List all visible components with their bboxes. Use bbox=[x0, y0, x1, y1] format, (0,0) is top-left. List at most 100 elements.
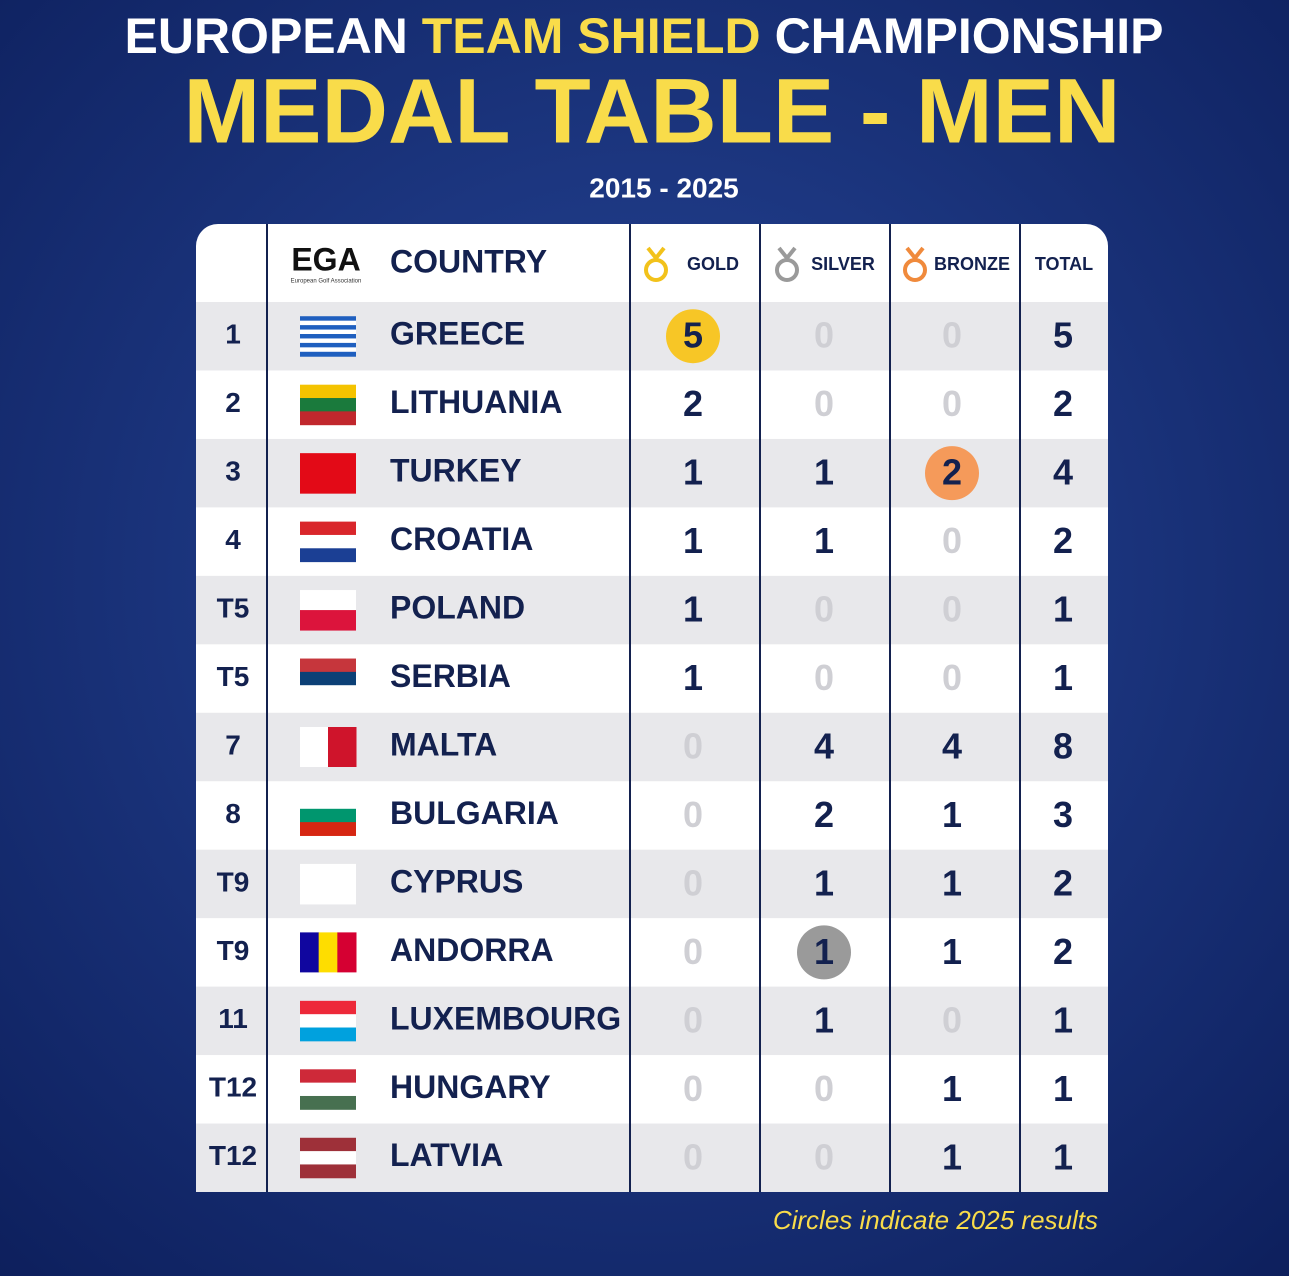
total-count: 5 bbox=[1053, 315, 1073, 356]
flag-stripe bbox=[300, 658, 356, 673]
country: HUNGARY bbox=[390, 1069, 551, 1105]
flag-stripe bbox=[300, 1151, 356, 1165]
flag-stripe bbox=[300, 1000, 356, 1015]
rank: 8 bbox=[225, 798, 241, 829]
years: 2015 - 2025 bbox=[589, 172, 738, 203]
rank: T9 bbox=[217, 935, 250, 966]
silver-count: 0 bbox=[814, 657, 834, 698]
total-count: 1 bbox=[1053, 589, 1073, 630]
headline: MEDAL TABLE - MEN bbox=[184, 60, 1121, 162]
silver-count: 1 bbox=[814, 520, 834, 561]
title-part: TEAM SHIELD bbox=[422, 8, 761, 64]
flag-stripe bbox=[300, 1069, 356, 1084]
flag-stripe bbox=[300, 1095, 356, 1110]
column-header: TOTAL bbox=[1035, 254, 1093, 274]
total-count: 2 bbox=[1053, 931, 1073, 972]
flag-stripe bbox=[300, 671, 356, 686]
gold-count: 5 bbox=[683, 315, 703, 356]
gold-count: 1 bbox=[683, 589, 703, 630]
flag bbox=[300, 521, 356, 563]
country: GREECE bbox=[390, 316, 525, 352]
bronze-count: 1 bbox=[942, 931, 962, 972]
flag-stripe bbox=[300, 1027, 356, 1042]
flag-stripe bbox=[300, 316, 356, 322]
gold-count: 0 bbox=[683, 931, 703, 972]
flag-stripe bbox=[300, 342, 356, 348]
gold-count: 0 bbox=[683, 1068, 703, 1109]
footnote: Circles indicate 2025 results bbox=[773, 1205, 1098, 1235]
flag-stripe bbox=[300, 325, 356, 331]
flag bbox=[300, 590, 356, 631]
bronze-count: 1 bbox=[942, 862, 962, 903]
flag-stripe bbox=[300, 548, 356, 563]
flag-stripe bbox=[300, 338, 356, 344]
country: CYPRUS bbox=[390, 863, 523, 899]
gold-count: 0 bbox=[683, 862, 703, 903]
country: BULGARIA bbox=[390, 795, 559, 831]
total-count: 2 bbox=[1053, 383, 1073, 424]
logo-mark: EGA bbox=[291, 241, 360, 277]
flag-stripe bbox=[300, 411, 356, 426]
country: TURKEY bbox=[390, 453, 522, 489]
country: SERBIA bbox=[390, 658, 511, 694]
title-part: EUROPEAN bbox=[124, 8, 407, 64]
flag-stripe bbox=[300, 808, 356, 823]
bronze-count: 2 bbox=[942, 452, 962, 493]
title: EUROPEAN TEAM SHIELD CHAMPIONSHIP bbox=[124, 8, 1163, 64]
flag-stripe bbox=[300, 351, 356, 357]
flag-stripe bbox=[300, 453, 356, 494]
column-header: SILVER bbox=[811, 254, 875, 274]
total-count: 1 bbox=[1053, 999, 1073, 1040]
silver-count: 1 bbox=[814, 862, 834, 903]
rows: 1 GREECE 5 0 0 52 LITHUANIA 2 0 0 23 TURKEY 1 1 2 44 CRO… bbox=[196, 302, 1108, 1192]
flag bbox=[300, 795, 356, 836]
rank: T12 bbox=[209, 1072, 257, 1103]
flag-stripe bbox=[300, 334, 356, 339]
silver-count: 0 bbox=[814, 1136, 834, 1177]
rank: T5 bbox=[217, 592, 250, 623]
flag-stripe bbox=[300, 727, 329, 767]
country: LATVIA bbox=[390, 1137, 503, 1173]
flag bbox=[300, 863, 356, 905]
gold-count: 0 bbox=[683, 1136, 703, 1177]
bronze-count: 0 bbox=[942, 657, 962, 698]
rank: 3 bbox=[225, 456, 241, 487]
logo-caption: European Golf Association bbox=[291, 279, 362, 285]
gold-count: 1 bbox=[683, 657, 703, 698]
bronze-count: 1 bbox=[942, 794, 962, 835]
flag-stripe bbox=[300, 610, 356, 631]
result-circle bbox=[666, 309, 720, 364]
flag-stripe bbox=[300, 384, 356, 399]
column-header: BRONZE bbox=[934, 254, 1010, 274]
silver-count: 4 bbox=[814, 726, 834, 767]
bronze-count: 0 bbox=[942, 999, 962, 1040]
silver-count: 0 bbox=[814, 315, 834, 356]
rank: T9 bbox=[217, 866, 250, 897]
country: LUXEMBOURG bbox=[390, 1000, 621, 1036]
rank: 4 bbox=[225, 524, 241, 555]
flag-stripe bbox=[300, 329, 356, 335]
bronze-count: 0 bbox=[942, 589, 962, 630]
silver-count: 1 bbox=[814, 999, 834, 1040]
gold-icon bbox=[644, 246, 668, 282]
total-count: 4 bbox=[1053, 452, 1073, 493]
flag-stripe bbox=[300, 398, 356, 412]
total-count: 1 bbox=[1053, 657, 1073, 698]
total-count: 1 bbox=[1053, 1068, 1073, 1109]
title-part: CHAMPIONSHIP bbox=[775, 8, 1164, 64]
total-count: 1 bbox=[1053, 1136, 1073, 1177]
column-dividers bbox=[266, 224, 1021, 1192]
flag-stripe bbox=[337, 932, 357, 973]
rank: 11 bbox=[218, 1003, 248, 1034]
country: POLAND bbox=[390, 590, 525, 626]
rank: 2 bbox=[225, 387, 241, 418]
flag-stripe bbox=[300, 1014, 356, 1029]
gold-count: 0 bbox=[683, 726, 703, 767]
country: CROATIA bbox=[390, 521, 533, 557]
rank: 1 bbox=[225, 319, 241, 350]
silver-count: 1 bbox=[814, 452, 834, 493]
rank: T12 bbox=[209, 1140, 257, 1171]
silver-count: 2 bbox=[814, 794, 834, 835]
